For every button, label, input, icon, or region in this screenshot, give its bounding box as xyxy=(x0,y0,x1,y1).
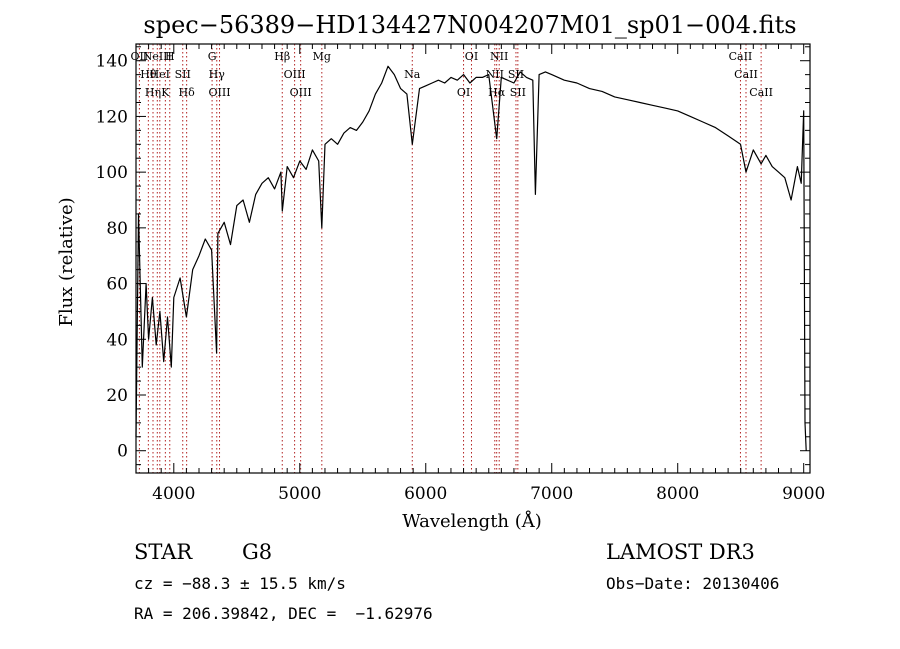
line-label: NeIII xyxy=(143,50,172,63)
line-label: OIII xyxy=(208,86,230,99)
line-label: OII xyxy=(131,50,149,63)
line-label: G xyxy=(208,50,217,63)
line-label: Hη xyxy=(145,86,161,99)
line-label: OIII xyxy=(284,68,306,81)
line-label: K xyxy=(161,86,170,99)
x-tick-label: 7000 xyxy=(530,484,573,504)
line-label: Na xyxy=(404,68,421,81)
chart-title: spec−56389−HD134427N004207M01_sp01−004.f… xyxy=(143,11,796,39)
y-tick-label: 60 xyxy=(106,275,128,295)
x-axis-label: Wavelength (Å) xyxy=(402,510,542,532)
y-axis-label: Flux (relative) xyxy=(56,197,77,326)
line-label: Hδ xyxy=(179,86,196,99)
y-tick-label: 40 xyxy=(106,330,128,350)
line-label: Mg xyxy=(313,50,331,63)
y-tick-label: 20 xyxy=(106,386,128,406)
line-label: CaII xyxy=(749,86,773,99)
line-label: SII xyxy=(510,86,526,99)
line-label: NII xyxy=(486,68,504,81)
x-axis-ticks: 4000 5000 6000 7000 8000 9000 xyxy=(148,44,825,504)
line-label: Hθ xyxy=(140,68,157,81)
line-label: H xyxy=(165,50,175,63)
object-subclass: G8 xyxy=(242,540,272,564)
y-axis-ticks: 0 20 40 60 80 100 120 140 xyxy=(96,46,810,466)
line-label: CaII xyxy=(734,68,758,81)
ra-dec-coordinates: RA = 206.39842, DEC = −1.62976 xyxy=(134,604,433,623)
x-tick-label: 5000 xyxy=(278,484,321,504)
observation-date: Obs−Date: 20130406 xyxy=(606,574,779,593)
x-tick-label: 8000 xyxy=(656,484,699,504)
emission-line-labels: OIIHθHηNeIIIHeIKHSIIHδGHγOIIIHβOIIIOIIIM… xyxy=(131,50,773,99)
line-label: OIII xyxy=(290,86,312,99)
y-tick-label: 80 xyxy=(106,219,128,239)
y-tick-label: 0 xyxy=(117,442,128,462)
x-tick-label: 6000 xyxy=(404,484,447,504)
line-label: OI xyxy=(457,86,470,99)
line-label: Hα xyxy=(488,86,506,99)
survey-name: LAMOST DR3 xyxy=(606,540,755,564)
y-tick-label: 120 xyxy=(96,107,128,127)
x-tick-label: 4000 xyxy=(152,484,195,504)
line-label: Hγ xyxy=(209,68,226,81)
plot-frame xyxy=(135,43,811,474)
line-label: HeI xyxy=(150,68,170,81)
line-label: SII xyxy=(175,68,191,81)
y-tick-label: 140 xyxy=(96,52,128,72)
x-tick-label: 9000 xyxy=(782,484,825,504)
emission-line-markers xyxy=(138,44,762,473)
redshift-cz: cz = −88.3 ± 15.5 km/s xyxy=(134,574,346,593)
y-tick-label: 100 xyxy=(96,163,128,183)
object-class: STAR xyxy=(134,540,193,564)
line-label: NII xyxy=(490,50,508,63)
line-label: CaII xyxy=(729,50,753,63)
spectrum-line xyxy=(135,65,807,451)
line-label: OI xyxy=(465,50,478,63)
line-label: SII xyxy=(508,68,524,81)
line-label: Hβ xyxy=(274,50,290,63)
